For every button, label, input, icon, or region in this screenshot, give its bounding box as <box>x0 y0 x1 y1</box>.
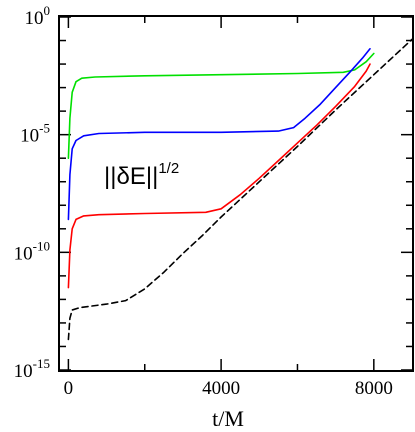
y-tick-label: 10-15 <box>14 356 50 382</box>
y-tick-base: 10 <box>25 8 44 29</box>
y-tick-label: 100 <box>25 3 51 29</box>
y-tick-base: 10 <box>20 126 39 147</box>
y-tick-label: 10-5 <box>20 121 50 147</box>
x-tick-label: 0 <box>64 378 74 399</box>
series-layer <box>67 38 413 341</box>
x-tick-label: 4000 <box>202 378 240 399</box>
y-tick-exponent: 0 <box>44 3 51 18</box>
y-tick-base: 10 <box>14 243 33 264</box>
x-tick-label: 8000 <box>355 378 393 399</box>
series-line-1 <box>67 52 375 159</box>
series-line-3 <box>67 63 371 289</box>
norm-annotation: ||δE||1/2 <box>104 160 179 190</box>
y-tick-exponent: -5 <box>39 121 50 136</box>
annotation-sup: 1/2 <box>158 160 179 177</box>
x-axis-label: t/M <box>212 406 244 431</box>
y-tick-exponent: -10 <box>33 238 50 253</box>
plot-frame <box>58 15 414 372</box>
y-tick-exponent: -15 <box>33 356 50 371</box>
series-line-4 <box>67 38 413 341</box>
annotation-base: ||δE|| <box>104 163 158 190</box>
axis-ticks <box>60 16 412 371</box>
y-tick-label: 10-10 <box>14 238 50 264</box>
series-line-2 <box>67 48 371 221</box>
y-tick-base: 10 <box>14 361 33 382</box>
